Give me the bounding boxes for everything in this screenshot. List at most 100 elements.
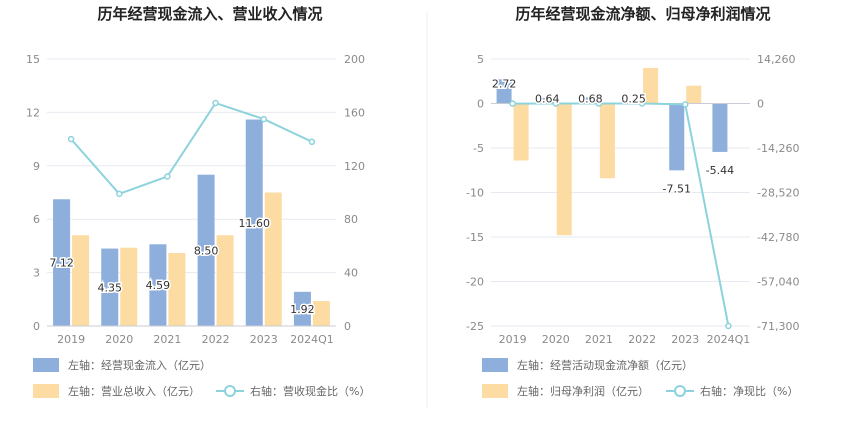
y-tick-left: -5 [473, 142, 484, 155]
bar-primary [496, 79, 512, 104]
bar-primary [149, 244, 167, 326]
ratio-line [509, 100, 732, 330]
ratio-point [638, 100, 646, 107]
y-tick-right: 0 [344, 320, 351, 333]
bar-primary [712, 103, 728, 152]
bars [496, 67, 745, 236]
data-labels: 2.72 0.64 0.68 0.25 -7.51 -5.44 [490, 76, 735, 197]
ratio-point [308, 138, 316, 146]
bar-secondary [513, 103, 529, 161]
data-label: 0.25 [621, 93, 646, 106]
bar-primary [53, 199, 71, 326]
y-tick-left: 3 [33, 267, 40, 280]
ratio-point [67, 135, 75, 143]
ratio-point [260, 115, 267, 123]
x-tick: 2024Q1 [290, 333, 334, 346]
ratio-line [67, 99, 316, 198]
legend: 左轴：经营现金流入（亿元） 左轴：营业总收入（亿元） 右轴：营收现金比（%） [33, 358, 370, 398]
bar-secondary [216, 235, 234, 326]
x-tick: 2022 [628, 333, 656, 346]
y-tick-left: -15 [466, 231, 484, 244]
y-tick-right: 40 [344, 267, 358, 280]
ratio-point [509, 100, 516, 107]
ratio-point [212, 99, 219, 107]
y-tick-left: 9 [33, 160, 40, 173]
bar-secondary [264, 192, 282, 326]
x-axis: 2019 2020 2021 2022 2023 2024Q1 [499, 333, 751, 346]
x-tick: 2021 [153, 333, 181, 346]
bar-secondary [72, 235, 90, 326]
y-axis-right: -71,300 -57,040 -42,780 -28,520 -14,260 0 14,2… [757, 53, 799, 333]
bar-secondary [599, 103, 615, 179]
grid [47, 58, 336, 327]
y-tick-left: 0 [477, 98, 484, 111]
y-tick-left: 15 [26, 53, 40, 66]
legend-label-cash-ratio: 右轴：营收现金比（%） [250, 384, 370, 398]
y-tick-left: 6 [33, 213, 40, 226]
ratio-point [552, 100, 559, 107]
x-tick: 2020 [105, 333, 133, 346]
bar-secondary [643, 67, 659, 104]
y-axis-left: -25 -20 -15 -10 -5 0 5 [466, 53, 484, 333]
ratio-point [682, 101, 689, 108]
bar-secondary [556, 103, 572, 236]
y-tick-right: 120 [344, 160, 365, 173]
legend-label-net-cashflow: 左轴：经营活动现金流净额（亿元） [517, 358, 693, 372]
legend-label-cash-inflow: 左轴：经营现金流入（亿元） [68, 358, 211, 372]
bar-secondary [686, 85, 702, 104]
data-label: 0.64 [535, 93, 560, 106]
legend-swatch-net-cashflow [482, 358, 508, 372]
bar-primary [197, 174, 215, 326]
bar-primary [245, 119, 263, 327]
data-label: 8.50 [194, 244, 219, 257]
data-label: 4.59 [146, 279, 171, 292]
legend-label-revenue: 左轴：营业总收入（亿元） [68, 384, 200, 398]
legend-item-cash-inflow[interactable]: 左轴：经营现金流入（亿元） [33, 358, 211, 372]
x-tick: 2019 [499, 333, 527, 346]
bar-secondary [120, 247, 138, 326]
legend-item-revenue[interactable]: 左轴：营业总收入（亿元） [33, 384, 200, 398]
y-axis-right: 0 40 80 120 160 200 [344, 53, 365, 333]
legend-label-net-profit: 左轴：归母净利润（亿元） [517, 384, 649, 398]
legend-item-net-profit[interactable]: 左轴：归母净利润（亿元） [482, 384, 649, 398]
y-tick-right: 0 [757, 98, 764, 111]
y-tick-left: -20 [466, 276, 484, 289]
y-tick-right: 80 [344, 213, 358, 226]
bars [53, 119, 330, 327]
legend-item-cash-ratio[interactable]: 右轴：营收现金比（%） [216, 384, 370, 398]
legend-swatch-marker [224, 385, 236, 397]
legend-swatch-net-profit [482, 384, 508, 398]
data-label: 4.35 [98, 281, 123, 294]
data-label: -7.51 [663, 182, 691, 195]
ratio-polyline [70, 101, 313, 196]
data-labels: 7.12 4.35 4.59 8.50 11.60 1.92 [48, 215, 316, 317]
x-tick: 2023 [671, 333, 699, 346]
data-label: 1.92 [290, 303, 315, 316]
x-axis: 2019 2020 2021 2022 2023 2024Q1 [57, 333, 334, 346]
legend-swatch-revenue [33, 384, 59, 398]
y-tick-left: -25 [466, 320, 484, 333]
net-cashflow-profit-chart: 历年经营现金流净额、归母净利润情况 -25 -20 -15 -10 -5 0 5 -71,3… [466, 5, 799, 398]
data-label: 2.72 [492, 77, 517, 90]
x-tick: 2021 [585, 333, 613, 346]
legend-item-net-cashflow[interactable]: 左轴：经营活动现金流净额（亿元） [482, 358, 693, 372]
x-tick: 2020 [542, 333, 570, 346]
ratio-point [164, 173, 171, 180]
x-tick: 2023 [250, 333, 278, 346]
bar-secondary [168, 253, 186, 326]
bar-primary [582, 97, 598, 104]
x-tick: 2022 [202, 333, 230, 346]
y-tick-right: -14,260 [757, 142, 799, 155]
legend-swatch-cash-inflow [33, 358, 59, 372]
y-tick-left: 12 [26, 106, 40, 119]
bar-primary [539, 97, 555, 104]
legend-item-net-cash-ratio[interactable]: 右轴：净现比（%） [666, 384, 798, 398]
ratio-point [595, 100, 603, 107]
chart-title: 历年经营现金流入、营业收入情况 [97, 5, 322, 23]
x-tick: 2024Q1 [707, 333, 751, 346]
y-tick-right: 160 [344, 106, 365, 119]
y-tick-right: -57,040 [757, 276, 799, 289]
bar-secondary [312, 301, 330, 326]
y-tick-left: 5 [477, 53, 484, 66]
